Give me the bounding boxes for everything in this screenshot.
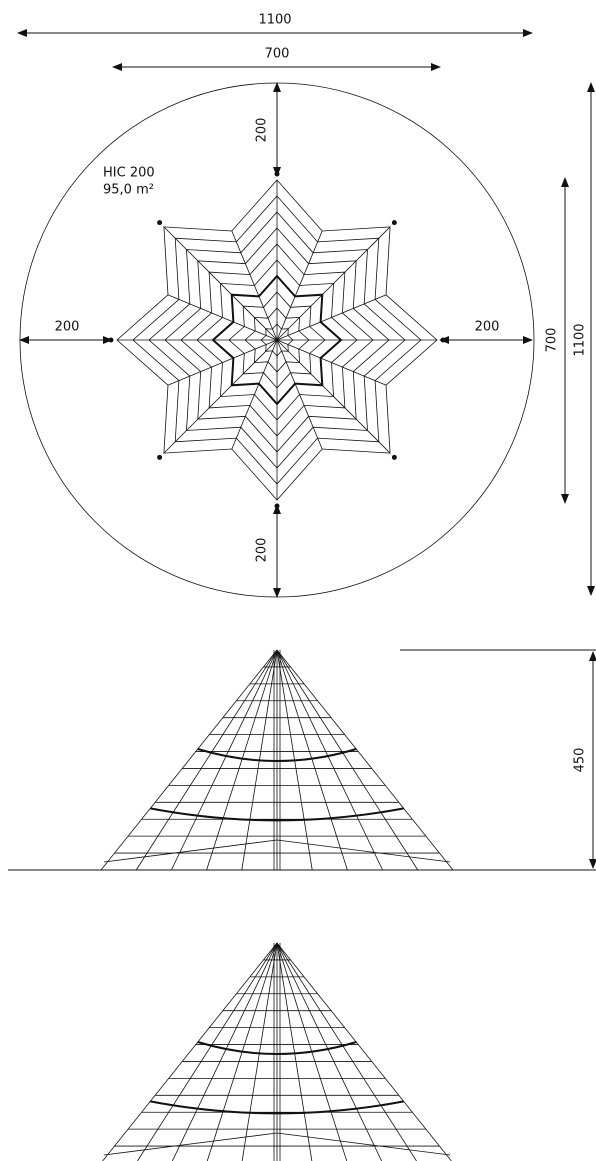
net-spoke bbox=[164, 227, 277, 340]
anchor bbox=[157, 455, 162, 460]
model-label: HIC 200 bbox=[103, 166, 155, 181]
drawing: 1100 700 200 200 200 200 HIC 200 95,0 m²… bbox=[0, 0, 596, 1161]
net-spoke bbox=[277, 340, 390, 453]
side-view bbox=[101, 650, 453, 870]
net-spoke bbox=[164, 340, 277, 453]
dim-label: 450 bbox=[573, 748, 588, 773]
dim-label: 200 bbox=[255, 538, 270, 563]
dim-label: 1100 bbox=[258, 13, 291, 28]
net-line bbox=[277, 943, 417, 1161]
net-line bbox=[277, 943, 382, 1161]
dim-label: 200 bbox=[255, 118, 270, 143]
net-line bbox=[277, 840, 450, 862]
dim-label: 700 bbox=[545, 328, 560, 353]
dim-label: 200 bbox=[475, 320, 500, 335]
net-top-view bbox=[109, 172, 446, 509]
net-line bbox=[277, 1133, 450, 1155]
area-label: 95,0 m² bbox=[103, 183, 154, 198]
side-view-second bbox=[103, 943, 452, 1161]
net-line bbox=[104, 1133, 277, 1155]
net-line bbox=[104, 840, 277, 862]
anchor bbox=[392, 220, 397, 225]
anchor bbox=[157, 220, 162, 225]
dim-label: 1100 bbox=[573, 323, 588, 356]
net-line bbox=[137, 943, 277, 1161]
dim-label: 200 bbox=[55, 320, 80, 335]
anchor bbox=[392, 455, 397, 460]
net-line bbox=[172, 943, 277, 1161]
dim-label: 700 bbox=[265, 47, 290, 62]
net-spoke bbox=[277, 227, 390, 340]
